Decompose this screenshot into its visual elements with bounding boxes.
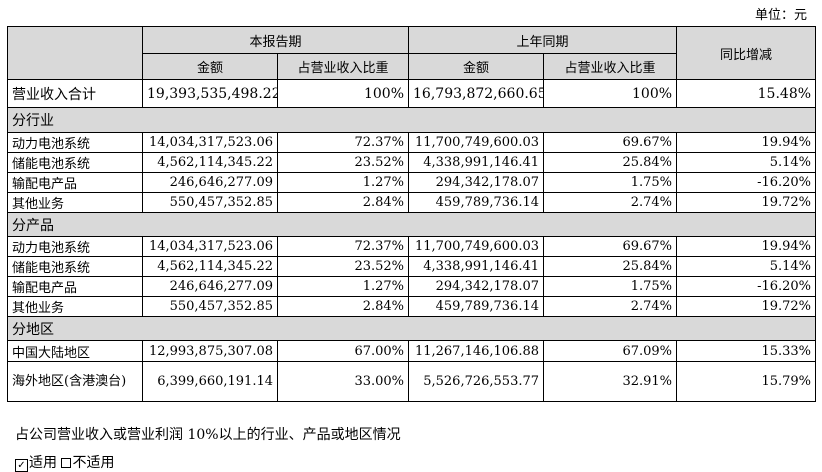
table-row: 动力电池系统 14,034,317,523.06 72.37% 11,700,7… bbox=[7, 236, 817, 257]
prior-amount: 11,267,146,106.88 bbox=[408, 340, 545, 362]
unit-label: 单位：元 bbox=[754, 8, 807, 23]
section-header-row: 分行业 bbox=[6, 107, 817, 133]
prior-amount: 11,700,749,600.03 bbox=[408, 132, 545, 153]
prior-share: 25.84% bbox=[543, 256, 678, 277]
threshold-note: 占公司营业收入或营业利润 10%以上的行业、产品或地区情况 bbox=[15, 427, 401, 443]
yoy-change: -16.20% bbox=[676, 276, 817, 297]
prior-share: 69.67% bbox=[543, 236, 678, 257]
section-title: 分产品 bbox=[6, 212, 817, 237]
current-amount: 550,457,352.85 bbox=[142, 296, 278, 317]
table-row: 动力电池系统 14,034,317,523.06 72.37% 11,700,7… bbox=[7, 132, 817, 153]
current-share: 1.27% bbox=[276, 276, 410, 297]
section-header-row: 分地区 bbox=[6, 316, 817, 341]
applicability-options: ✓ 适用 不适用 bbox=[15, 452, 114, 472]
yoy-change: 5.14% bbox=[676, 256, 817, 277]
row-label: 输配电产品 bbox=[7, 276, 143, 297]
unchecked-checkbox-icon[interactable] bbox=[61, 458, 72, 468]
table-row: 输配电产品 246,646,277.09 1.27% 294,342,178.0… bbox=[7, 276, 817, 297]
table-row: 其他业务 550,457,352.85 2.84% 459,789,736.14… bbox=[7, 192, 817, 213]
current-amount: 246,646,277.09 bbox=[142, 276, 278, 297]
prior-share: 67.09% bbox=[543, 340, 678, 362]
row-label: 中国大陆地区 bbox=[7, 340, 143, 362]
yoy-change: 19.72% bbox=[676, 192, 817, 213]
prior-amount: 459,789,736.14 bbox=[408, 192, 545, 213]
header-prior-amount: 金额 bbox=[408, 53, 545, 80]
prior-amount: 16,793,872,660.65 bbox=[408, 79, 545, 108]
yoy-change: 15.33% bbox=[676, 340, 817, 362]
current-amount: 4,562,114,345.22 bbox=[142, 256, 278, 277]
yoy-change: 19.94% bbox=[676, 132, 817, 153]
header-blank bbox=[7, 26, 143, 80]
row-label: 输配电产品 bbox=[7, 172, 143, 193]
prior-share: 25.84% bbox=[543, 152, 678, 173]
current-share: 33.00% bbox=[276, 361, 410, 402]
total-row: 营业收入合计 19,393,535,498.22 100% 16,793,872… bbox=[7, 79, 817, 108]
prior-share: 2.74% bbox=[543, 296, 678, 317]
header-yoy: 同比增减 bbox=[676, 26, 817, 80]
table-row: 储能电池系统 4,562,114,345.22 23.52% 4,338,991… bbox=[7, 152, 817, 173]
table-row: 中国大陆地区 12,993,875,307.08 67.00% 11,267,1… bbox=[7, 340, 817, 362]
current-share: 23.52% bbox=[276, 256, 410, 277]
prior-amount: 4,338,991,146.41 bbox=[408, 256, 545, 277]
not-applicable-label: 不适用 bbox=[72, 455, 115, 471]
applicable-label: 适用 bbox=[29, 455, 57, 471]
current-share: 100% bbox=[276, 79, 410, 108]
current-amount: 4,562,114,345.22 bbox=[142, 152, 278, 173]
row-label: 其他业务 bbox=[7, 296, 143, 317]
current-share: 72.37% bbox=[276, 132, 410, 153]
table-row: 输配电产品 246,646,277.09 1.27% 294,342,178.0… bbox=[7, 172, 817, 193]
header-prior-share: 占营业收入比重 bbox=[543, 53, 678, 80]
row-label: 储能电池系统 bbox=[7, 256, 143, 277]
row-label: 其他业务 bbox=[7, 192, 143, 213]
current-share: 2.84% bbox=[276, 296, 410, 317]
header-current-period: 本报告期 bbox=[141, 26, 410, 54]
header-prior-period: 上年同期 bbox=[408, 26, 678, 54]
current-share: 2.84% bbox=[276, 192, 410, 213]
yoy-change: 15.48% bbox=[676, 79, 817, 108]
prior-share: 1.75% bbox=[543, 276, 678, 297]
yoy-change: -16.20% bbox=[676, 172, 817, 193]
row-label: 储能电池系统 bbox=[7, 152, 143, 173]
prior-amount: 294,342,178.07 bbox=[408, 172, 545, 193]
yoy-change: 19.72% bbox=[676, 296, 817, 317]
yoy-change: 5.14% bbox=[676, 152, 817, 173]
table-row: 海外地区(含港澳台) 6,399,660,191.14 33.00% 5,526… bbox=[7, 361, 817, 402]
current-share: 1.27% bbox=[276, 172, 410, 193]
current-share: 72.37% bbox=[276, 236, 410, 257]
header-current-amount: 金额 bbox=[142, 53, 278, 80]
prior-amount: 294,342,178.07 bbox=[408, 276, 545, 297]
current-amount: 6,399,660,191.14 bbox=[142, 361, 278, 402]
prior-share: 69.67% bbox=[543, 132, 678, 153]
current-amount: 14,034,317,523.06 bbox=[142, 132, 278, 153]
prior-amount: 4,338,991,146.41 bbox=[408, 152, 545, 173]
section-header-row: 分产品 bbox=[6, 212, 817, 237]
row-label: 营业收入合计 bbox=[7, 79, 143, 108]
row-label: 动力电池系统 bbox=[7, 132, 143, 153]
current-amount: 550,457,352.85 bbox=[142, 192, 278, 213]
prior-share: 1.75% bbox=[543, 172, 678, 193]
current-share: 23.52% bbox=[276, 152, 410, 173]
revenue-table: 本报告期 上年同期 同比增减 金额 占营业收入比重 金额 占营业收入比重 营业收… bbox=[6, 26, 817, 402]
table-row: 储能电池系统 4,562,114,345.22 23.52% 4,338,991… bbox=[7, 256, 817, 277]
prior-amount: 5,526,726,553.77 bbox=[408, 361, 545, 402]
current-amount: 19,393,535,498.22 bbox=[142, 79, 278, 108]
yoy-change: 19.94% bbox=[676, 236, 817, 257]
row-label: 动力电池系统 bbox=[7, 236, 143, 257]
prior-amount: 459,789,736.14 bbox=[408, 296, 545, 317]
yoy-change: 15.79% bbox=[676, 361, 817, 402]
current-amount: 12,993,875,307.08 bbox=[142, 340, 278, 362]
current-share: 67.00% bbox=[276, 340, 410, 362]
prior-share: 32.91% bbox=[543, 361, 678, 402]
prior-share: 2.74% bbox=[543, 192, 678, 213]
checked-checkbox-icon[interactable]: ✓ bbox=[15, 459, 28, 472]
current-amount: 246,646,277.09 bbox=[142, 172, 278, 193]
current-amount: 14,034,317,523.06 bbox=[142, 236, 278, 257]
table-row: 其他业务 550,457,352.85 2.84% 459,789,736.14… bbox=[7, 296, 817, 317]
prior-amount: 11,700,749,600.03 bbox=[408, 236, 545, 257]
header-current-share: 占营业收入比重 bbox=[276, 53, 410, 80]
row-label: 海外地区(含港澳台) bbox=[7, 361, 143, 402]
prior-share: 100% bbox=[543, 79, 678, 108]
section-title: 分行业 bbox=[6, 107, 817, 133]
section-title: 分地区 bbox=[6, 316, 817, 341]
